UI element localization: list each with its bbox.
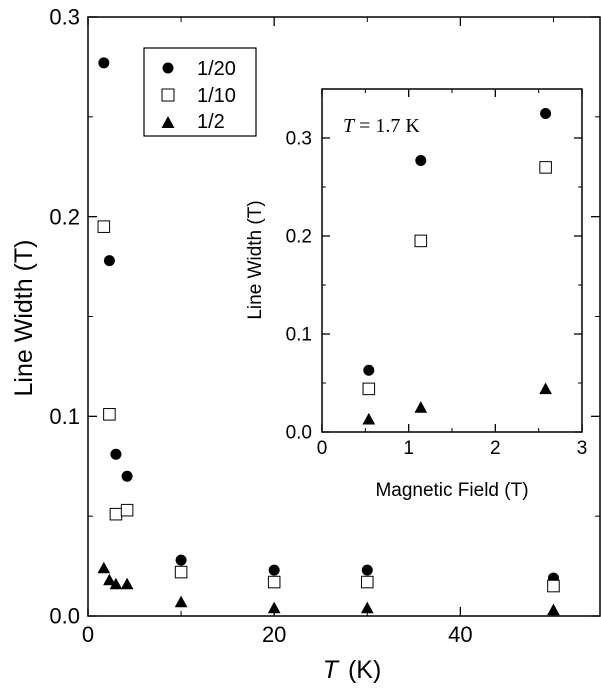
data-point	[103, 573, 116, 586]
y-tick-label: 0.0	[286, 423, 312, 444]
legend-label-1-10: 1/10	[197, 85, 236, 107]
legend-label-1-20: 1/20	[197, 58, 236, 80]
data-point	[362, 382, 376, 396]
data-point	[539, 382, 552, 395]
y-tick-label: 0.3	[286, 129, 312, 150]
x-tick-label: 2	[490, 438, 501, 459]
inset-annotation-value: = 1.7 K	[354, 115, 420, 137]
inset-plot-frame	[321, 88, 583, 433]
data-point	[362, 412, 376, 425]
y-tick-label: 0.2	[286, 227, 312, 248]
inset-data-points	[362, 108, 552, 425]
legend-label-1-2: 1/2	[197, 111, 225, 133]
data-point	[363, 364, 375, 376]
data-point	[267, 575, 281, 589]
y-tick-label: 0.3	[49, 5, 80, 30]
inset-tick-labels: 0 1 2 3 0.0 0.1 0.2 0.3	[286, 129, 588, 459]
y-tick-label: 0.1	[286, 325, 312, 346]
data-point	[174, 595, 188, 608]
data-point	[414, 401, 428, 413]
y-tick-label: 0.0	[49, 604, 80, 629]
data-point	[415, 155, 427, 167]
data-point	[268, 564, 280, 576]
main-x-axis-label: T (K)	[323, 656, 382, 684]
main-y-axis-label: Line Width (T)	[10, 240, 38, 397]
legend-marker-1-10	[161, 88, 175, 102]
main-x-axis-unit: (K)	[348, 656, 381, 684]
main-x-axis-var: T	[323, 656, 340, 684]
inset-x-axis-label: Magnetic Field (T)	[375, 480, 528, 501]
data-point	[120, 577, 134, 590]
data-point	[110, 448, 122, 460]
main-axis-ticks	[87, 16, 600, 617]
y-tick-label: 0.1	[49, 404, 80, 429]
data-point	[109, 577, 123, 590]
inset-axis-ticks	[321, 89, 583, 433]
x-tick-label: 40	[448, 622, 472, 647]
data-point	[540, 108, 552, 119]
data-point	[360, 601, 374, 614]
data-point	[120, 503, 134, 517]
data-point	[414, 234, 428, 248]
main-tick-labels: 0 20 40 0.0 0.1 0.2 0.3	[49, 5, 472, 647]
y-tick-label: 0.2	[49, 204, 80, 229]
x-tick-label: 20	[262, 622, 286, 647]
data-point	[98, 57, 110, 69]
main-data-points	[97, 57, 560, 616]
data-point	[109, 507, 123, 521]
data-point	[360, 575, 374, 589]
x-tick-label: 0	[317, 438, 328, 459]
data-point	[547, 579, 560, 593]
data-point	[547, 603, 560, 616]
data-point	[267, 601, 281, 614]
data-point	[103, 255, 115, 267]
inset-annotation: T = 1.7 K	[343, 115, 420, 137]
data-point	[97, 561, 111, 574]
x-tick-label: 0	[82, 622, 94, 647]
data-point	[539, 161, 552, 174]
data-point	[121, 470, 133, 482]
data-point	[174, 565, 188, 579]
x-tick-label: 3	[577, 438, 588, 459]
x-tick-label: 1	[403, 438, 414, 459]
data-point	[103, 408, 116, 421]
inset-y-axis-label: Line Width (T)	[245, 200, 266, 319]
legend-marker-1-20	[162, 62, 174, 74]
legend-marker-1-2	[161, 116, 175, 128]
data-point	[97, 220, 111, 233]
data-point	[175, 554, 187, 566]
legend: 1/20 1/10 1/2	[143, 47, 257, 137]
data-point	[361, 564, 373, 576]
inset-annotation-var: T	[343, 115, 356, 137]
